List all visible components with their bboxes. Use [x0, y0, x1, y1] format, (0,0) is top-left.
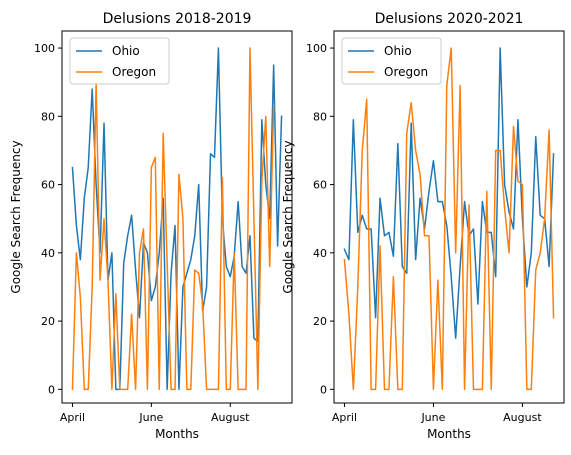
y-axis-label: Google Search Frequency [9, 140, 23, 293]
y-tick-label: 0 [320, 383, 327, 396]
x-tick-label: June [138, 411, 163, 424]
y-tick-label: 20 [41, 315, 55, 328]
y-tick-label: 60 [313, 179, 327, 192]
y-tick-label: 0 [48, 383, 55, 396]
y-tick-label: 80 [41, 110, 55, 123]
y-tick-label: 80 [313, 110, 327, 123]
subplot-delusions-2018-2019: 0 20 40 60 80 100 April June August Delusions 201… [9, 11, 293, 441]
y-tick-label: 100 [34, 42, 55, 55]
series-line-oregon [71, 47, 275, 391]
legend: Ohio Oregon [69, 37, 170, 85]
x-tick-label: June [420, 411, 445, 424]
series-line-oregon [343, 47, 555, 391]
legend: Ohio Oregon [341, 37, 442, 85]
y-tick-label: 100 [306, 42, 327, 55]
plot-frame [333, 30, 565, 404]
legend-label-ohio: Ohio [112, 44, 140, 58]
y-tick-label: 60 [41, 179, 55, 192]
legend-label-oregon: Oregon [384, 65, 428, 79]
chart-title: Delusions 2018-2019 [103, 11, 252, 27]
y-axis-label: Google Search Frequency [281, 140, 295, 293]
x-axis-label: Months [427, 427, 471, 441]
x-tick-label: August [211, 411, 250, 424]
y-tick-label: 40 [41, 247, 55, 260]
plot-frame [61, 30, 293, 404]
series-line-ohio [343, 47, 555, 339]
x-tick-label: August [503, 411, 542, 424]
x-tick-label: April [332, 411, 357, 424]
x-tick-label: April [60, 411, 85, 424]
y-tick-label: 40 [313, 247, 327, 260]
y-tick-label: 20 [313, 315, 327, 328]
legend-label-oregon: Oregon [112, 65, 156, 79]
x-axis-label: Months [155, 427, 199, 441]
chart-title: Delusions 2020-2021 [375, 11, 524, 27]
subplot-delusions-2020-2021: 0 20 40 60 80 100 April June August Delusions 202… [281, 11, 565, 441]
legend-label-ohio: Ohio [384, 44, 412, 58]
